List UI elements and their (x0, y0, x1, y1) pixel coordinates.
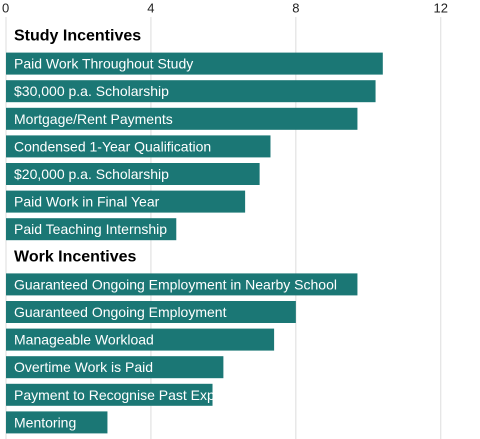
bar-label: Manageable Workload (14, 332, 154, 348)
x-tick-label: 0 (2, 1, 9, 16)
bar-label: Overtime Work is Paid (14, 359, 153, 375)
bar-label: Condensed 1-Year Qualification (14, 138, 211, 154)
bar (6, 411, 108, 434)
bar-label: Guaranteed Ongoing Employment (14, 304, 227, 320)
bar (6, 273, 358, 296)
bar (6, 107, 358, 130)
group-header: Work Incentives (14, 248, 137, 265)
bar-label: $20,000 p.a. Scholarship (14, 166, 169, 182)
bar (6, 218, 177, 241)
bar-label: Paid Teaching Internship (14, 221, 167, 237)
bar (6, 383, 213, 406)
x-tick-label: 12 (434, 1, 448, 16)
bar-label: Mortgage/Rent Payments (14, 111, 173, 127)
bar (6, 301, 296, 323)
bar-label: Guaranteed Ongoing Employment in Nearby … (14, 276, 337, 292)
bar (6, 163, 260, 185)
x-tick-label: 8 (292, 1, 299, 16)
bar (6, 52, 383, 75)
bar (6, 328, 275, 351)
bar (6, 135, 271, 158)
bar-label: Mentoring (14, 414, 76, 430)
x-tick-label: 4 (147, 1, 154, 16)
bar-label: $30,000 p.a. Scholarship (14, 83, 169, 99)
bar (6, 190, 246, 213)
bar (6, 80, 376, 103)
group-header: Study Incentives (14, 28, 141, 45)
bar (6, 356, 224, 379)
bar-label: Paid Work in Final Year (14, 194, 160, 210)
bar-label: Paid Work Throughout Study (14, 56, 193, 72)
bar-label: Payment to Recognise Past Experience (14, 387, 261, 403)
